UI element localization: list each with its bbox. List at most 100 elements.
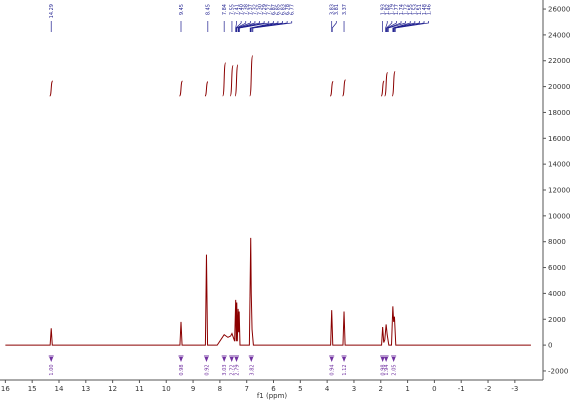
peak-label: 1.93 [380,4,386,15]
peak-leader [249,21,274,32]
integral-curve [179,80,183,97]
integral-curve [204,81,209,97]
integral-marker [391,357,396,362]
peak-label: 7.30 [257,4,263,15]
integral-label: 1.94 [384,364,390,375]
peak-leader [235,21,242,32]
peak-label: 1.74 [399,4,405,15]
peak-label: 1.48 [422,4,428,15]
x-tick-label: 8 [218,385,222,393]
y-tick-label: 14000 [548,161,570,169]
integral-curve [342,79,347,97]
integral-marker [222,357,227,362]
integral-marker [229,357,234,362]
y-tick-label: 2000 [548,316,566,324]
x-tick-label: 9 [191,385,195,393]
integral-curve [49,80,54,97]
peak-leader [386,21,397,32]
peak-label: 9.45 [179,4,185,15]
peak-label: 3.81 [334,4,340,15]
integral-label: 1.12 [342,364,348,375]
peak-leader [331,21,337,32]
peak-label: 1.53 [413,4,419,15]
integral-curve [391,71,396,97]
integral-curve [234,64,239,97]
x-tick-label: 11 [135,385,144,393]
peak-leader [250,21,283,32]
integral-label: 3.82 [249,364,255,375]
peak-leader [237,21,256,32]
integral-label: 0.98 [381,364,387,375]
x-tick-label: 0 [432,385,436,393]
peak-label: 3.37 [342,4,348,15]
peak-label: 1.51 [417,4,423,15]
peak-label: 7.37 [248,4,254,15]
peak-label: 7.40 [239,4,245,15]
y-tick-label: 4000 [548,290,566,298]
integral-label: 0.92 [204,364,210,375]
y-tick-label: 20000 [548,83,570,91]
integral-curve [222,62,227,97]
y-tick-label: 18000 [548,109,570,117]
peak-label: 6.87 [271,4,277,15]
y-tick-label: -2000 [548,367,568,375]
peak-label: 7.84 [222,4,228,15]
peak-leader [394,21,429,32]
peak-leader [250,21,279,32]
spectrum-line [5,237,531,346]
peak-label: 1.77 [394,4,400,15]
peak-leader [392,21,411,32]
integral-label: 2.79 [235,364,241,375]
peak-leader [236,21,251,32]
x-tick-label: 5 [298,385,302,393]
integral-marker [329,357,334,362]
y-tick-label: 16000 [548,135,570,143]
y-tick-label: 24000 [548,31,570,39]
x-tick-label: 2 [379,385,383,393]
y-tick-label: 0 [548,342,552,350]
integral-marker [249,357,254,362]
peak-label: 1.55 [408,4,414,15]
x-tick-label: 16 [1,385,10,393]
integral-marker [49,357,54,362]
peak-leader [238,21,265,32]
integral-curve [229,65,234,97]
peak-leader [239,21,270,32]
integral-curve [380,80,385,97]
peak-leader [387,21,406,32]
peak-leader [385,21,388,32]
y-tick-label: 12000 [548,187,570,195]
x-tick-label: -2 [485,385,492,393]
x-tick-label: 13 [81,385,90,393]
integral-marker [384,357,389,362]
peak-label: 6.77 [290,4,296,15]
peak-label: 7.27 [267,4,273,15]
integral-label: 2.05 [392,364,398,375]
integral-label: 1.00 [49,364,55,375]
integral-curve [329,81,334,97]
peak-label: 6.78 [285,4,291,15]
x-tick-label: 3 [352,385,356,393]
x-tick-label: 6 [271,385,276,393]
peak-label: 1.46 [426,4,432,15]
peak-label: 7.41 [234,4,240,15]
peak-leader [387,21,402,32]
peak-label: 8.45 [206,4,212,15]
y-tick-label: 6000 [548,264,566,272]
x-tick-label: -1 [458,385,465,393]
peak-label: 7.32 [253,4,259,15]
x-tick-label: 7 [244,385,248,393]
peak-label: 7.55 [230,4,236,15]
peak-leader [393,21,420,32]
peak-label: 7.38 [244,4,250,15]
x-tick-label: -3 [511,385,518,393]
integral-label: 2.72 [230,364,236,375]
peak-leader [394,21,425,32]
peak-label: 1.82 [385,4,391,15]
x-tick-label: 4 [325,385,330,393]
integral-marker [179,357,183,362]
peak-label: 6.83 [280,4,286,15]
integral-marker [234,357,239,362]
x-tick-label: 1 [405,385,409,393]
